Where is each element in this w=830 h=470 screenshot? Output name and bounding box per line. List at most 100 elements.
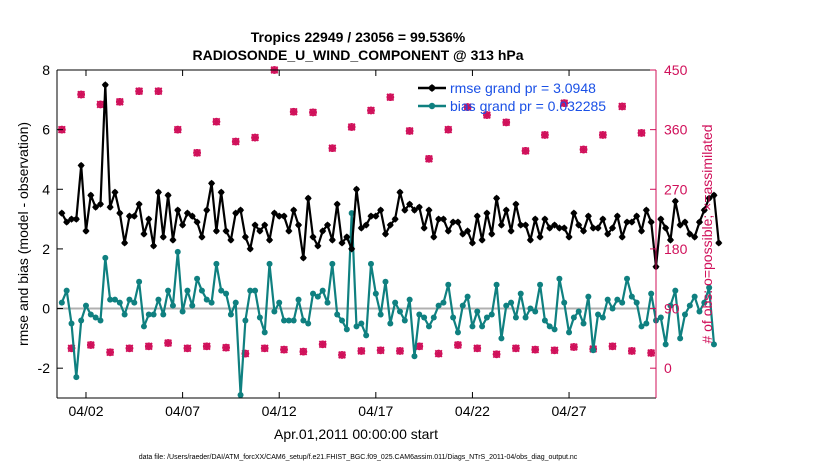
rmse-point-core	[638, 228, 645, 234]
rmse-point-core	[609, 225, 616, 231]
bias-point	[406, 296, 413, 303]
rmse-point-core	[208, 180, 215, 187]
rmse-point-core	[266, 237, 273, 243]
rmse-point-core	[715, 240, 722, 246]
rmse-point-core	[580, 228, 587, 234]
assimilated-obs-marker	[115, 97, 124, 106]
bias-point	[155, 296, 162, 303]
bias-point	[701, 299, 708, 306]
x-tick-label: 04/12	[262, 403, 297, 419]
assimilated-obs-marker	[647, 349, 656, 357]
bias-point	[590, 347, 597, 354]
bias-point	[136, 278, 143, 285]
rmse-point-core	[430, 234, 437, 240]
rmse-point-core	[165, 192, 171, 199]
assimilated-obs-marker	[106, 348, 115, 357]
bias-point	[512, 314, 519, 321]
bias-point	[599, 314, 606, 321]
assimilated-obs-marker	[154, 87, 163, 96]
y2-axis-ticks: 0 90 180 270 360 450	[650, 62, 688, 376]
rmse-point-core	[600, 216, 606, 222]
bias-point	[208, 299, 215, 306]
rmse-point-core	[691, 234, 698, 240]
bias-point	[696, 308, 703, 315]
rmse-point-core	[488, 231, 495, 237]
rmse-point-core	[662, 225, 669, 231]
assimilated-obs-marker	[386, 93, 395, 102]
bias-point	[643, 320, 650, 327]
rmse-point-core	[397, 189, 403, 196]
bias-point	[150, 311, 157, 318]
x-tick-label: 04/07	[165, 403, 200, 419]
rmse-point-core	[711, 192, 717, 199]
rmse-point-core	[368, 213, 374, 219]
bias-point	[517, 290, 524, 297]
bias-point	[348, 210, 355, 217]
rmse-point-core	[633, 213, 640, 219]
bias-point	[92, 314, 99, 321]
rmse-point-core	[629, 219, 635, 225]
bias-point	[237, 392, 244, 399]
bias-point	[387, 320, 394, 327]
rmse-point-core	[353, 186, 360, 193]
assimilated-obs-marker	[299, 347, 308, 356]
rmse-point-core	[614, 213, 621, 219]
rmse-point-core	[566, 234, 572, 240]
bias-point	[242, 317, 249, 324]
bias-point	[532, 308, 539, 315]
assimilated-obs-marker	[251, 133, 259, 142]
rmse-point-core	[363, 222, 369, 228]
rmse-point-core	[450, 219, 456, 225]
bias-point	[619, 299, 626, 306]
assimilated-obs-marker	[183, 344, 192, 353]
rmse-point-core	[445, 228, 452, 234]
rmse-point-core	[97, 201, 104, 207]
rmse-point-core	[426, 207, 432, 213]
bias-point	[58, 299, 65, 306]
bias-point	[276, 299, 283, 306]
rmse-point-core	[170, 237, 176, 243]
rmse-point-core	[421, 225, 427, 231]
rmse-point-core	[537, 234, 543, 240]
rmse-point-core	[319, 228, 326, 234]
bias-point	[662, 341, 669, 348]
rmse-point-core	[551, 222, 558, 228]
rmse-point-core	[194, 219, 200, 225]
assimilated-obs-marker	[338, 351, 346, 359]
x-axis-ticks: 04/02 04/07 04/12 04/17 04/22 04/27	[68, 70, 587, 419]
bias-point	[445, 281, 452, 288]
rmse-point-core	[339, 240, 345, 246]
rmse-point-core	[203, 207, 210, 213]
bias-point	[126, 296, 133, 303]
rmse-point-core	[184, 210, 191, 216]
rmse-point-core	[696, 219, 703, 225]
x-tick-label: 04/22	[455, 403, 490, 419]
legend-rmse-text: rmse grand pr = 3.0948	[450, 80, 596, 96]
rmse-point-core	[116, 210, 123, 216]
bias-point	[537, 281, 544, 288]
bias-point	[657, 314, 664, 321]
rmse-point-core	[411, 207, 418, 213]
bias-point	[416, 311, 423, 318]
y-tick-label: -2	[38, 360, 51, 376]
bias-point	[604, 296, 611, 303]
rmse-point-core	[102, 82, 109, 88]
x-tick-label: 04/27	[552, 403, 587, 419]
bias-point	[454, 329, 461, 336]
bias-point	[198, 287, 205, 294]
bias-point	[401, 317, 408, 324]
bias-point	[261, 329, 268, 336]
rmse-point-core	[585, 213, 592, 219]
bias-point	[179, 308, 186, 315]
rmse-point-core	[687, 231, 693, 237]
bias-point	[165, 287, 172, 294]
bias-point	[184, 287, 191, 294]
bias-point	[63, 287, 70, 294]
assimilated-obs-marker	[260, 344, 269, 353]
rmse-point-core	[677, 222, 683, 228]
rmse-point-core	[387, 222, 394, 228]
bias-point	[194, 275, 201, 282]
assimilated-obs-marker	[347, 123, 356, 131]
assimilated-obs-marker	[241, 349, 250, 358]
